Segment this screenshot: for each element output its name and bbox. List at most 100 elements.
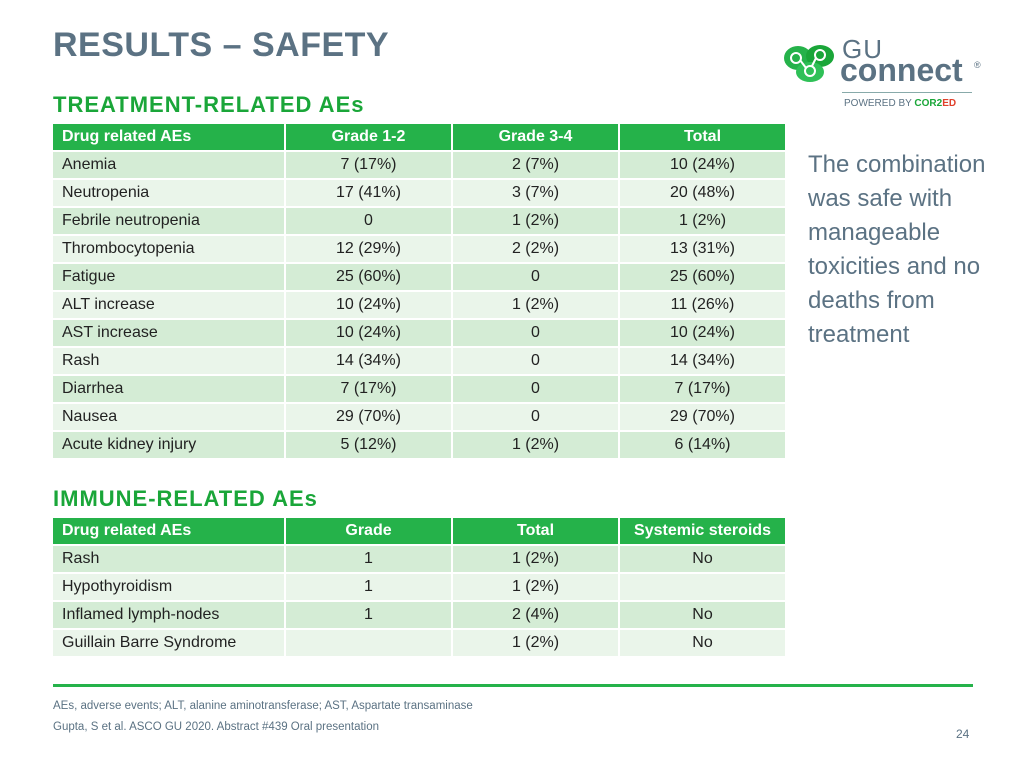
page-number: 24 <box>956 727 970 741</box>
cell: 1 (2%) <box>620 208 787 236</box>
cell: ALT increase <box>53 292 286 320</box>
gu-connect-logo: GU connect ® POWERED BY COR2ED <box>782 34 982 112</box>
cell: Diarrhea <box>53 376 286 404</box>
table-row: Nausea 29 (70%) 0 29 (70%) <box>53 404 787 432</box>
footer-citation: Gupta, S et al. ASCO GU 2020. Abstract #… <box>53 721 380 733</box>
table-row: Rash 1 1 (2%) No <box>53 546 787 574</box>
immune-ae-table: Drug related AEs Grade Total Systemic st… <box>53 518 787 658</box>
cell: 1 <box>286 602 453 630</box>
table-row: Fatigue 25 (60%) 0 25 (60%) <box>53 264 787 292</box>
cell: 2 (4%) <box>453 602 620 630</box>
cell: Rash <box>53 348 286 376</box>
cell: 12 (29%) <box>286 236 453 264</box>
cell: No <box>620 630 787 658</box>
cell: Hypothyroidism <box>53 574 286 602</box>
column-header: Drug related AEs <box>53 518 286 546</box>
cell: 11 (26%) <box>620 292 787 320</box>
immune-heading: IMMUNE-RELATED AEs <box>53 486 318 511</box>
cell: 1 (2%) <box>453 208 620 236</box>
cell: 7 (17%) <box>620 376 787 404</box>
cell: 0 <box>453 320 620 348</box>
footer-divider <box>53 684 973 687</box>
cell: 6 (14%) <box>620 432 787 460</box>
cell: 0 <box>453 404 620 432</box>
table-row: Inflamed lymph-nodes 1 2 (4%) No <box>53 602 787 630</box>
cell: 7 (17%) <box>286 152 453 180</box>
cell: Febrile neutropenia <box>53 208 286 236</box>
cell: 0 <box>453 264 620 292</box>
cell: 1 (2%) <box>453 292 620 320</box>
cell: 25 (60%) <box>286 264 453 292</box>
table-row: Hypothyroidism 1 1 (2%) <box>53 574 787 602</box>
column-header: Grade 1-2 <box>286 124 453 152</box>
cell: 10 (24%) <box>286 292 453 320</box>
cell: 14 (34%) <box>286 348 453 376</box>
table-row: Diarrhea 7 (17%) 0 7 (17%) <box>53 376 787 404</box>
cell: 0 <box>453 376 620 404</box>
cell: 20 (48%) <box>620 180 787 208</box>
table-header-row: Drug related AEs Grade 1-2 Grade 3-4 Tot… <box>53 124 787 152</box>
cell: Thrombocytopenia <box>53 236 286 264</box>
slide-title: RESULTS – SAFETY <box>53 26 390 64</box>
cell: 1 (2%) <box>453 574 620 602</box>
column-header: Total <box>453 518 620 546</box>
cell: 14 (34%) <box>620 348 787 376</box>
cell: 2 (7%) <box>453 152 620 180</box>
cell: 25 (60%) <box>620 264 787 292</box>
cell: 3 (7%) <box>453 180 620 208</box>
cell: 2 (2%) <box>453 236 620 264</box>
cell <box>620 574 787 602</box>
logo-connect-text: connect <box>840 52 963 88</box>
cell: AST increase <box>53 320 286 348</box>
cell: 13 (31%) <box>620 236 787 264</box>
cell: Anemia <box>53 152 286 180</box>
column-header: Drug related AEs <box>53 124 286 152</box>
table-row: AST increase 10 (24%) 0 10 (24%) <box>53 320 787 348</box>
cell: No <box>620 602 787 630</box>
cell: 0 <box>286 208 453 236</box>
cell: Acute kidney injury <box>53 432 286 460</box>
cell: Nausea <box>53 404 286 432</box>
cell: 1 (2%) <box>453 546 620 574</box>
column-header: Grade <box>286 518 453 546</box>
logo-bubbles-icon <box>784 45 834 82</box>
summary-note: The combination was safe with manageable… <box>808 151 986 348</box>
cell: 10 (24%) <box>286 320 453 348</box>
table-row: Acute kidney injury 5 (12%) 1 (2%) 6 (14%) <box>53 432 787 460</box>
cell: 1 (2%) <box>453 432 620 460</box>
logo-divider <box>842 92 972 93</box>
cell <box>286 630 453 658</box>
cell: 17 (41%) <box>286 180 453 208</box>
cell: No <box>620 546 787 574</box>
cell: Neutropenia <box>53 180 286 208</box>
powered-prefix: POWERED BY <box>844 98 915 109</box>
column-header: Grade 3-4 <box>453 124 620 152</box>
column-header: Total <box>620 124 787 152</box>
cell: 29 (70%) <box>286 404 453 432</box>
table-row: Neutropenia 17 (41%) 3 (7%) 20 (48%) <box>53 180 787 208</box>
cell: Rash <box>53 546 286 574</box>
cell: Fatigue <box>53 264 286 292</box>
logo-gu-text: GU <box>842 34 883 64</box>
table-row: Thrombocytopenia 12 (29%) 2 (2%) 13 (31%) <box>53 236 787 264</box>
cell: 1 <box>286 574 453 602</box>
table-row: Rash 14 (34%) 0 14 (34%) <box>53 348 787 376</box>
column-header: Systemic steroids <box>620 518 787 546</box>
cell: Inflamed lymph-nodes <box>53 602 286 630</box>
cell: 1 (2%) <box>453 630 620 658</box>
brand-cor2: COR2 <box>914 98 943 109</box>
cell: 10 (24%) <box>620 152 787 180</box>
logo-powered-by: POWERED BY COR2ED <box>844 98 956 109</box>
cell: 7 (17%) <box>286 376 453 404</box>
logo-registered-mark: ® <box>974 60 981 70</box>
cell: Guillain Barre Syndrome <box>53 630 286 658</box>
table-header-row: Drug related AEs Grade Total Systemic st… <box>53 518 787 546</box>
treatment-heading: TREATMENT-RELATED AEs <box>53 92 365 117</box>
brand-ed: ED <box>942 98 957 109</box>
cell: 1 <box>286 546 453 574</box>
table-row: Febrile neutropenia 0 1 (2%) 1 (2%) <box>53 208 787 236</box>
table-row: Guillain Barre Syndrome 1 (2%) No <box>53 630 787 658</box>
cell: 10 (24%) <box>620 320 787 348</box>
table-row: Anemia 7 (17%) 2 (7%) 10 (24%) <box>53 152 787 180</box>
cell: 5 (12%) <box>286 432 453 460</box>
